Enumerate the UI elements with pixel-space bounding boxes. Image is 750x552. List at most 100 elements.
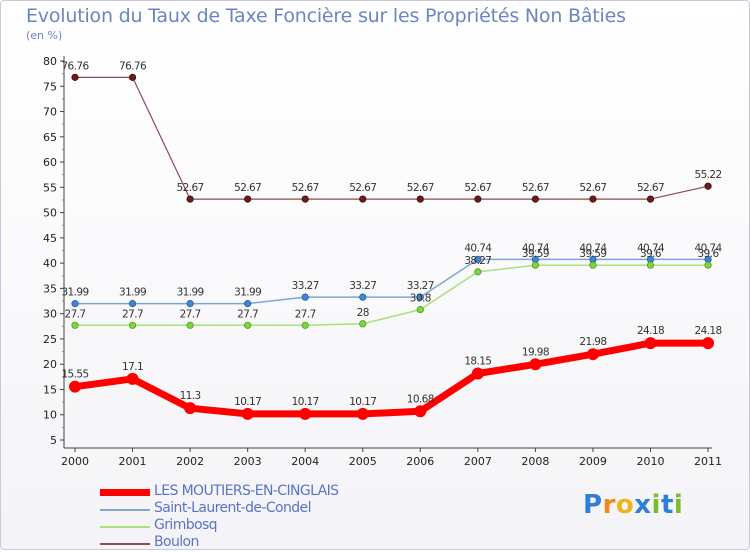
x-tick-label: 2007: [464, 455, 492, 468]
proxiti-logo: Proxiti: [583, 490, 683, 520]
legend-label-grimbosq: Grimbosq: [154, 517, 218, 533]
data-label-s0-11: 24.18: [695, 325, 722, 337]
data-point-s2-4: [301, 321, 309, 329]
data-point-s1-6: [416, 293, 424, 301]
data-label-s3-10: 52.67: [637, 182, 664, 194]
data-point-s3-8: [531, 195, 540, 203]
y-tick-label: 20: [43, 358, 57, 371]
y-tick-label: 65: [43, 131, 57, 144]
data-label-s3-2: 52.67: [177, 182, 204, 194]
legend-swatch-saint-laurent: [100, 509, 150, 511]
data-point-s2-10: [646, 261, 655, 269]
data-point-s2-2: [186, 321, 194, 329]
data-point-s1-2: [186, 300, 194, 308]
data-point-s1-0: [71, 300, 79, 308]
series-line-2: [74, 264, 709, 327]
x-tick-label: 2005: [349, 455, 377, 468]
data-point-s1-7: [474, 255, 482, 263]
data-point-s0-11: [702, 337, 715, 350]
data-point-s2-3: [244, 321, 252, 329]
x-tick-label: 2010: [637, 455, 665, 468]
data-label-s3-11: 55.22: [695, 169, 722, 181]
data-label-s3-0: 76.76: [61, 60, 89, 72]
x-tick-label: 2011: [694, 455, 722, 468]
data-point-s0-3: [241, 407, 254, 420]
data-label-s1-9: 40.74: [579, 242, 607, 254]
data-point-s0-2: [184, 402, 197, 415]
data-point-s2-8: [531, 261, 540, 269]
data-label-s0-0: 15.55: [61, 369, 88, 381]
data-label-s1-4: 33.27: [292, 280, 319, 292]
data-point-s0-4: [299, 407, 312, 420]
x-tick-label: 2008: [521, 455, 549, 468]
data-point-s1-1: [128, 300, 137, 308]
data-point-s2-11: [704, 261, 712, 269]
data-label-s2-7: 38.27: [464, 255, 491, 267]
data-point-s1-3: [244, 300, 252, 308]
data-point-s2-0: [71, 321, 79, 329]
data-label-s2-4: 27.7: [295, 308, 316, 320]
data-label-s0-9: 21.98: [579, 336, 606, 348]
data-point-s0-10: [644, 337, 657, 350]
data-point-s3-2: [186, 195, 194, 203]
data-point-s3-3: [244, 195, 252, 203]
data-label-s0-8: 19.98: [522, 346, 549, 358]
data-label-s1-1: 31.99: [119, 287, 146, 299]
label-layer: 76.76 76.76 52.67 52.67 52.67 52.67 52.67 52.67…: [61, 60, 723, 408]
data-label-s2-2: 27.7: [180, 308, 201, 320]
data-point-s1-5: [359, 293, 367, 301]
chart-subtitle: (en %): [26, 29, 63, 42]
logo-letter: i: [651, 490, 661, 520]
series-line-3: [74, 76, 709, 200]
data-label-s1-2: 31.99: [177, 287, 204, 299]
data-label-s0-5: 10.17: [349, 396, 376, 408]
data-label-s3-5: 52.67: [349, 182, 376, 194]
data-point-s0-8: [529, 358, 542, 371]
data-point-s3-4: [301, 195, 309, 203]
data-label-s1-7: 40.74: [464, 242, 492, 254]
data-label-s1-11: 40.74: [695, 242, 723, 254]
y-tick-label: 75: [43, 80, 57, 93]
y-tick-label: 45: [43, 232, 57, 245]
data-point-s3-0: [71, 73, 79, 81]
data-point-s0-9: [586, 348, 599, 361]
data-label-s0-2: 11.3: [180, 390, 201, 402]
y-tick-label: 35: [43, 282, 57, 295]
data-label-s2-5: 28: [357, 307, 369, 319]
data-label-s2-8: 39.59: [522, 248, 549, 260]
data-point-s3-10: [646, 195, 655, 203]
x-tick-label: 2003: [234, 455, 262, 468]
legend-swatch-grimbosq: [100, 526, 150, 528]
legend-label-les-moutiers: LES MOUTIERS-EN-CINGLAIS: [154, 483, 339, 499]
logo-letter: x: [634, 490, 652, 520]
x-tick-label: 2009: [579, 455, 607, 468]
logo-letter: i: [673, 490, 684, 520]
data-label-s3-3: 52.67: [234, 182, 261, 194]
x-tick-label: 2002: [176, 455, 204, 468]
data-point-s0-7: [471, 367, 484, 380]
data-label-s1-0: 31.99: [61, 287, 88, 299]
data-label-s0-1: 17.1: [122, 361, 143, 373]
data-point-s1-4: [301, 293, 309, 301]
data-label-s3-4: 52.67: [292, 182, 319, 194]
logo-letter: t: [660, 490, 674, 520]
data-label-s2-10: 39.6: [640, 248, 662, 260]
data-point-s2-1: [128, 321, 137, 329]
data-label-s0-7: 18.15: [464, 356, 491, 368]
x-tick-label: 2001: [119, 455, 147, 468]
data-label-s2-9: 39.59: [579, 248, 606, 260]
data-label-s3-7: 52.67: [464, 182, 491, 194]
legend-swatch-boulon: [100, 543, 150, 545]
data-label-s3-6: 52.67: [407, 182, 434, 194]
data-point-s3-6: [416, 195, 424, 203]
data-point-s0-6: [414, 405, 427, 418]
legend-label-saint-laurent: Saint-Laurent-de-Condel: [154, 500, 311, 516]
y-tick-label: 5: [50, 434, 57, 447]
y-tick-label: 40: [43, 257, 57, 270]
y-tick-label: 15: [43, 383, 57, 396]
data-label-s1-10: 40.74: [637, 242, 665, 254]
y-tick-label: 30: [43, 308, 57, 321]
data-point-s3-11: [704, 182, 712, 190]
series-layer: [69, 73, 715, 420]
